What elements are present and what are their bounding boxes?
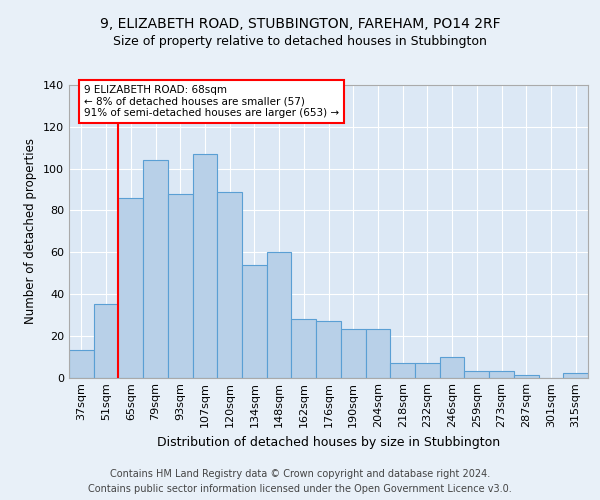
Bar <box>563 374 588 378</box>
Bar <box>514 376 539 378</box>
Bar <box>341 330 365 378</box>
Bar <box>242 264 267 378</box>
Text: Contains HM Land Registry data © Crown copyright and database right 2024.: Contains HM Land Registry data © Crown c… <box>110 469 490 479</box>
Text: 9 ELIZABETH ROAD: 68sqm
← 8% of detached houses are smaller (57)
91% of semi-det: 9 ELIZABETH ROAD: 68sqm ← 8% of detached… <box>84 85 339 118</box>
Bar <box>415 363 440 378</box>
X-axis label: Distribution of detached houses by size in Stubbington: Distribution of detached houses by size … <box>157 436 500 449</box>
Bar <box>316 321 341 378</box>
Bar <box>217 192 242 378</box>
Bar <box>489 371 514 378</box>
Bar <box>464 371 489 378</box>
Bar <box>193 154 217 378</box>
Bar <box>390 363 415 378</box>
Y-axis label: Number of detached properties: Number of detached properties <box>25 138 37 324</box>
Bar <box>118 198 143 378</box>
Text: 9, ELIZABETH ROAD, STUBBINGTON, FAREHAM, PO14 2RF: 9, ELIZABETH ROAD, STUBBINGTON, FAREHAM,… <box>100 18 500 32</box>
Bar <box>440 356 464 378</box>
Bar <box>267 252 292 378</box>
Bar <box>69 350 94 378</box>
Text: Contains public sector information licensed under the Open Government Licence v3: Contains public sector information licen… <box>88 484 512 494</box>
Bar <box>94 304 118 378</box>
Bar <box>143 160 168 378</box>
Bar <box>365 330 390 378</box>
Bar <box>292 319 316 378</box>
Text: Size of property relative to detached houses in Stubbington: Size of property relative to detached ho… <box>113 35 487 48</box>
Bar <box>168 194 193 378</box>
